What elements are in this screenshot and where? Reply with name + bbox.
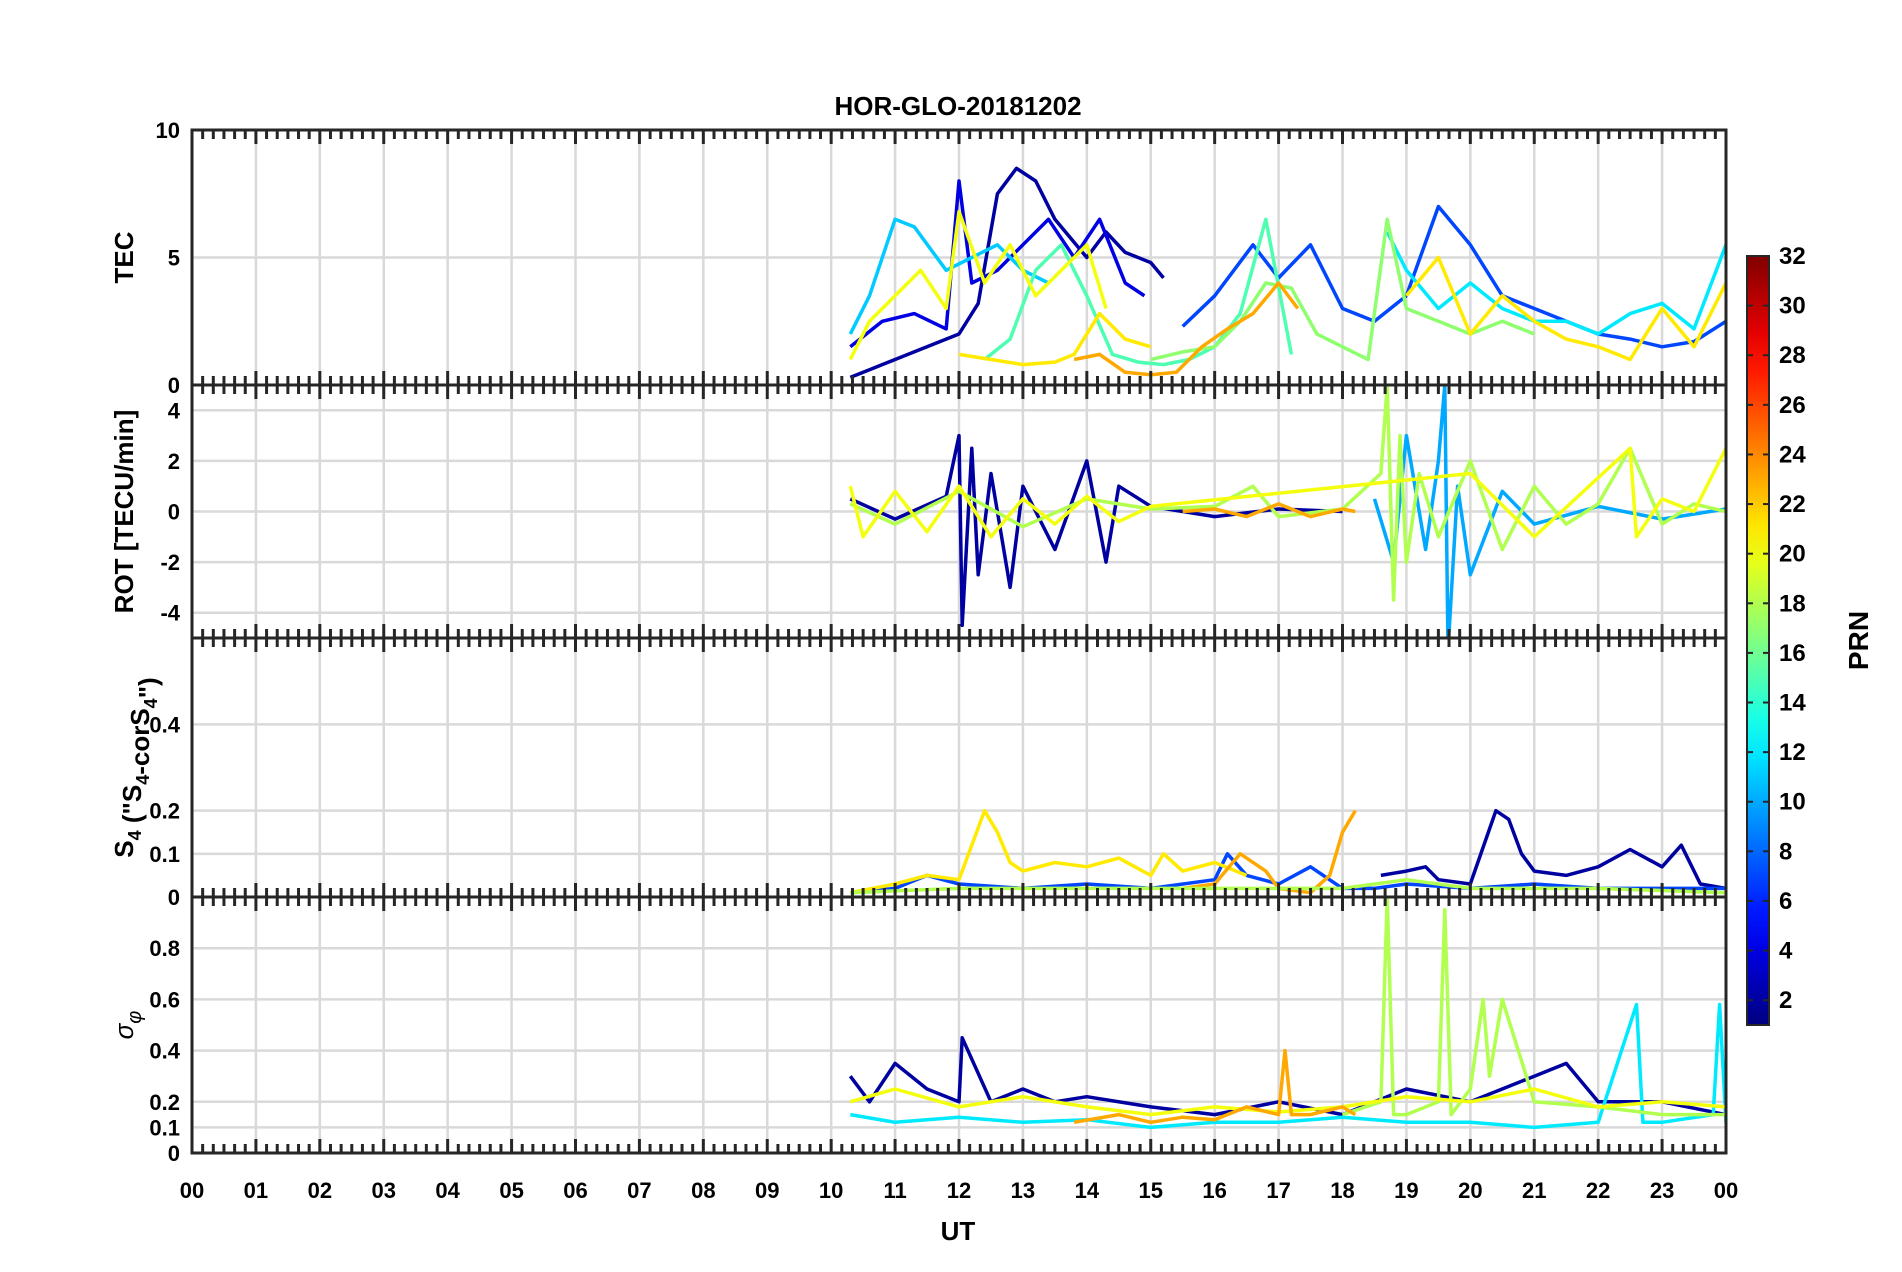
panel-frame bbox=[190, 895, 1728, 1155]
y-axis-label-rot: ROT [TECU/min] bbox=[109, 410, 139, 614]
x-tick-label: 04 bbox=[435, 1178, 460, 1203]
colorbar-tick-label: 10 bbox=[1779, 789, 1806, 816]
y-tick-label: 2 bbox=[168, 449, 180, 474]
series-line-prn-18 bbox=[849, 385, 1726, 602]
y-tick-label: 0.2 bbox=[149, 1090, 180, 1115]
x-tick-label: 07 bbox=[627, 1178, 651, 1203]
y-tick-label: 4 bbox=[168, 398, 181, 423]
colorbar-tick-label: 24 bbox=[1779, 441, 1806, 468]
y-tick-label: 0.2 bbox=[149, 799, 180, 824]
y-axis-label-tec: TEC bbox=[109, 231, 139, 283]
series-line-prn-20 bbox=[848, 446, 1726, 539]
series-line-prn-7 bbox=[850, 852, 1726, 895]
x-tick-label: 09 bbox=[755, 1178, 779, 1203]
series-line-prn-2 bbox=[1380, 808, 1726, 891]
y-tick-label: 0.1 bbox=[149, 1115, 180, 1140]
series-line-prn-23 bbox=[1073, 281, 1300, 377]
x-tick-label: 12 bbox=[947, 1178, 971, 1203]
y-tick-label: 10 bbox=[156, 118, 180, 143]
x-tick-label: 00 bbox=[1714, 1178, 1738, 1203]
x-tick-labels: 00 01 02 03 04 05 06 07 08 09 10 11 12 13 14 15 16 17 18 19… bbox=[180, 1178, 1738, 1203]
x-tick-label: 03 bbox=[372, 1178, 396, 1203]
series-group bbox=[848, 897, 1726, 1130]
colorbar-tick-label: 28 bbox=[1779, 342, 1806, 369]
x-tick-label: 01 bbox=[244, 1178, 268, 1203]
series-line-prn-20 bbox=[848, 209, 1108, 361]
x-tick-label: 18 bbox=[1330, 1178, 1354, 1203]
series-group bbox=[848, 385, 1726, 638]
x-tick-label: 20 bbox=[1458, 1178, 1482, 1203]
panel-sigma_phi: 00.10.2 0.4 0.6 0.8 σφ bbox=[109, 895, 1728, 1166]
x-tick-label: 06 bbox=[563, 1178, 587, 1203]
y-tick-label: 0 bbox=[168, 1141, 180, 1166]
y-tick-label: -4 bbox=[160, 601, 180, 626]
panel-s4: 0 0.1 0.2 0.4S4 ("S4-corS4") bbox=[109, 636, 1728, 910]
y-tick-label: 0.6 bbox=[149, 987, 180, 1012]
x-axis: 00 01 02 03 04 05 06 07 08 09 10 11 12 13 14 15 16 17 18 19… bbox=[180, 1178, 1738, 1246]
y-axis-label-s4: S4 ("S4-corS4") bbox=[109, 677, 163, 857]
y-tick-label: -2 bbox=[160, 550, 180, 575]
x-tick-label: 10 bbox=[819, 1178, 843, 1203]
x-tick-label: 21 bbox=[1522, 1178, 1546, 1203]
series-line-prn-2 bbox=[849, 166, 1165, 380]
y-tick-label: 5 bbox=[168, 246, 180, 271]
colorbar-tick-label: 12 bbox=[1779, 739, 1806, 766]
x-tick-label: 14 bbox=[1075, 1178, 1100, 1203]
x-tick-label: 08 bbox=[691, 1178, 715, 1203]
series-line-prn-21 bbox=[1405, 255, 1726, 362]
panel-tec: 0 5 10 TEC bbox=[109, 118, 1728, 398]
colorbar-tick-label: 16 bbox=[1779, 640, 1806, 667]
y-tick-label: 0.1 bbox=[149, 842, 180, 867]
x-tick-label: 02 bbox=[308, 1178, 332, 1203]
series-line-prn-11 bbox=[848, 217, 1050, 335]
series-line-prn-2 bbox=[848, 1036, 1726, 1117]
colorbar-tick-label: 6 bbox=[1779, 888, 1792, 915]
colorbar-tick-label: 14 bbox=[1779, 690, 1806, 717]
y-tick-label: 0 bbox=[168, 885, 180, 910]
colorbar-tick-label: 8 bbox=[1779, 838, 1792, 865]
colorbar-tick-label: 22 bbox=[1779, 491, 1806, 518]
chart-title: HOR-GLO-20181202 bbox=[834, 91, 1081, 121]
colorbar-tick-label: 2 bbox=[1779, 987, 1792, 1014]
x-tick-label: 00 bbox=[180, 1178, 204, 1203]
colorbar-tick-label: 26 bbox=[1779, 392, 1806, 419]
y-tick-label: 0.4 bbox=[149, 1039, 180, 1064]
series-line-prn-23 bbox=[1182, 502, 1356, 519]
y-axis-label-sigma_phi: σφ bbox=[109, 1011, 146, 1040]
x-tick-label: 23 bbox=[1650, 1178, 1674, 1203]
colorbar-tick-label: 4 bbox=[1779, 938, 1793, 965]
x-tick-label: 22 bbox=[1586, 1178, 1610, 1203]
x-axis-label: UT bbox=[941, 1216, 976, 1246]
x-tick-label: 05 bbox=[499, 1178, 523, 1203]
series-line-prn-17 bbox=[1150, 217, 1535, 362]
x-tick-label: 15 bbox=[1139, 1178, 1163, 1203]
series-line-prn-21 bbox=[958, 311, 1152, 367]
series-line-prn-12 bbox=[850, 1002, 1726, 1130]
series-line-prn-15 bbox=[983, 217, 1294, 367]
series-line-prn-23 bbox=[1073, 1048, 1357, 1125]
y-tick-label: 0 bbox=[168, 373, 180, 398]
y-tick-label: 0 bbox=[168, 500, 180, 525]
x-tick-label: 19 bbox=[1394, 1178, 1418, 1203]
x-tick-label: 13 bbox=[1011, 1178, 1035, 1203]
series-line-prn-4 bbox=[849, 179, 1146, 349]
y-tick-label: 0.4 bbox=[149, 712, 180, 737]
x-tick-label: 17 bbox=[1266, 1178, 1290, 1203]
x-tick-label: 11 bbox=[883, 1178, 906, 1203]
series-group bbox=[848, 166, 1726, 380]
colorbar-tick-label: 30 bbox=[1779, 293, 1806, 320]
colorbar-tick-label: 18 bbox=[1779, 590, 1806, 617]
x-tick-label: 16 bbox=[1202, 1178, 1226, 1203]
y-tick-label: 0.8 bbox=[149, 936, 180, 961]
colorbar-gradient bbox=[1746, 255, 1770, 1026]
colorbar-tick-label: 20 bbox=[1779, 541, 1806, 568]
series-line-prn-21 bbox=[849, 808, 1248, 895]
series-line-prn-12 bbox=[1385, 231, 1726, 336]
colorbar-tick-label: 32 bbox=[1779, 243, 1806, 270]
colorbar-label: PRN bbox=[1843, 611, 1874, 670]
